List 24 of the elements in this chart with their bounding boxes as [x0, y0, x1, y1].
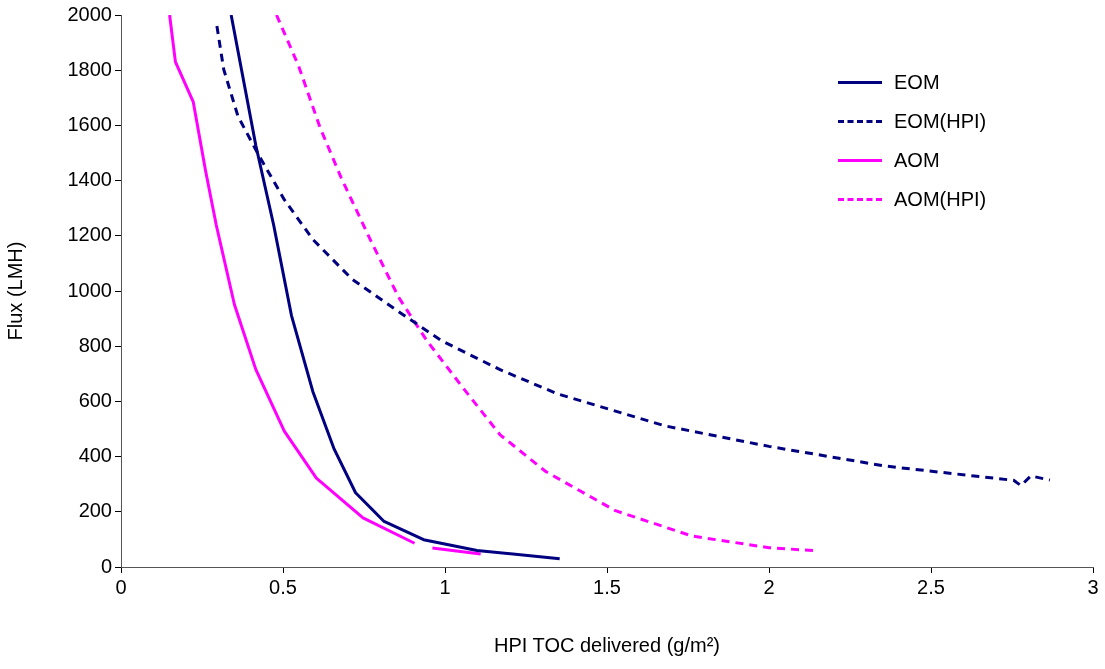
y-tick-label: 1000	[67, 278, 112, 301]
y-tick-label: 1200	[67, 223, 112, 246]
legend-label: AOM(HPI)	[894, 188, 987, 211]
x-tick-label: 2.5	[917, 575, 945, 598]
y-tick-label: 800	[78, 333, 112, 356]
y-tick-label: 2000	[67, 2, 112, 25]
y-axis-title: Flux (LMH)	[3, 241, 26, 341]
legend-label: EOM	[894, 71, 940, 94]
x-tick-label: 2	[763, 575, 775, 598]
x-tick-label: 1.5	[593, 575, 621, 598]
y-tick-label: 600	[78, 388, 112, 411]
legend-label: EOM(HPI)	[894, 110, 987, 133]
legend-label: AOM	[894, 149, 940, 172]
y-tick-label: 1800	[67, 57, 112, 80]
x-tick-label: 0	[115, 575, 127, 598]
y-tick-label: 0	[100, 554, 112, 577]
x-tick-label: 1	[439, 575, 451, 598]
y-tick-label: 1600	[67, 112, 112, 135]
y-tick-label: 400	[78, 444, 112, 467]
x-axis-title: HPI TOC delivered (g/m²)	[494, 633, 720, 656]
y-tick-label: 200	[78, 499, 112, 522]
y-tick-label: 1400	[67, 168, 112, 191]
x-tick-label: 3	[1087, 575, 1099, 598]
x-tick-label: 0.5	[269, 575, 297, 598]
